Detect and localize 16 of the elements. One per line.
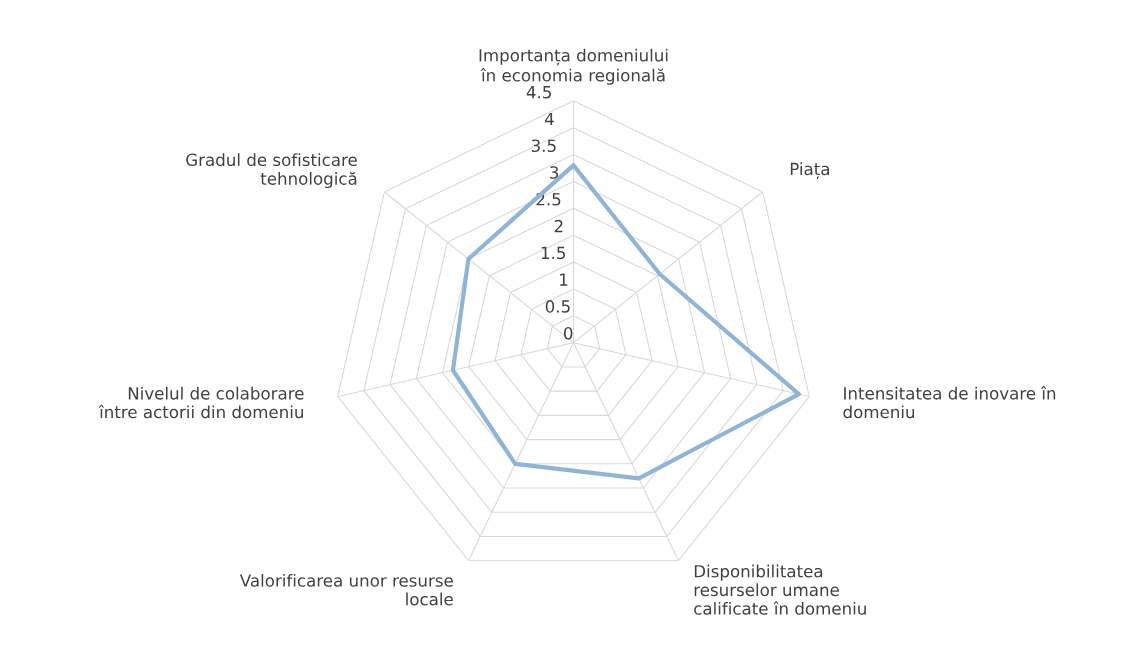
y-tick-label: 1: [560, 273, 568, 286]
spoke-label: Intensitatea de inovare în domeniu: [843, 386, 1056, 419]
y-tick-label: 0: [563, 326, 573, 340]
y-tick-label: 1.5: [541, 246, 566, 260]
y-tick-label: 0.5: [545, 300, 570, 313]
spoke-label: Valorificarea unor resurse locale: [239, 573, 453, 606]
spoke-label: Gradul de sofisticare tehnologică: [186, 153, 357, 189]
spoke-label: Importanța domeniului în economia regională: [479, 48, 668, 85]
y-tick-label: 3.5: [531, 139, 556, 153]
y-tick-label: 2: [554, 219, 563, 233]
spoke-label: Nivelul de colaborare între actorii din domeniu: [98, 386, 304, 419]
y-tick-label: 4: [544, 112, 554, 126]
spoke-label: Piața: [790, 162, 829, 179]
spoke-label: Disponibilitatea resurselor umane calificate în domeniu: [694, 564, 866, 615]
y-tick-label: 4.5: [526, 86, 551, 99]
y-tick-label: 3: [550, 166, 559, 179]
